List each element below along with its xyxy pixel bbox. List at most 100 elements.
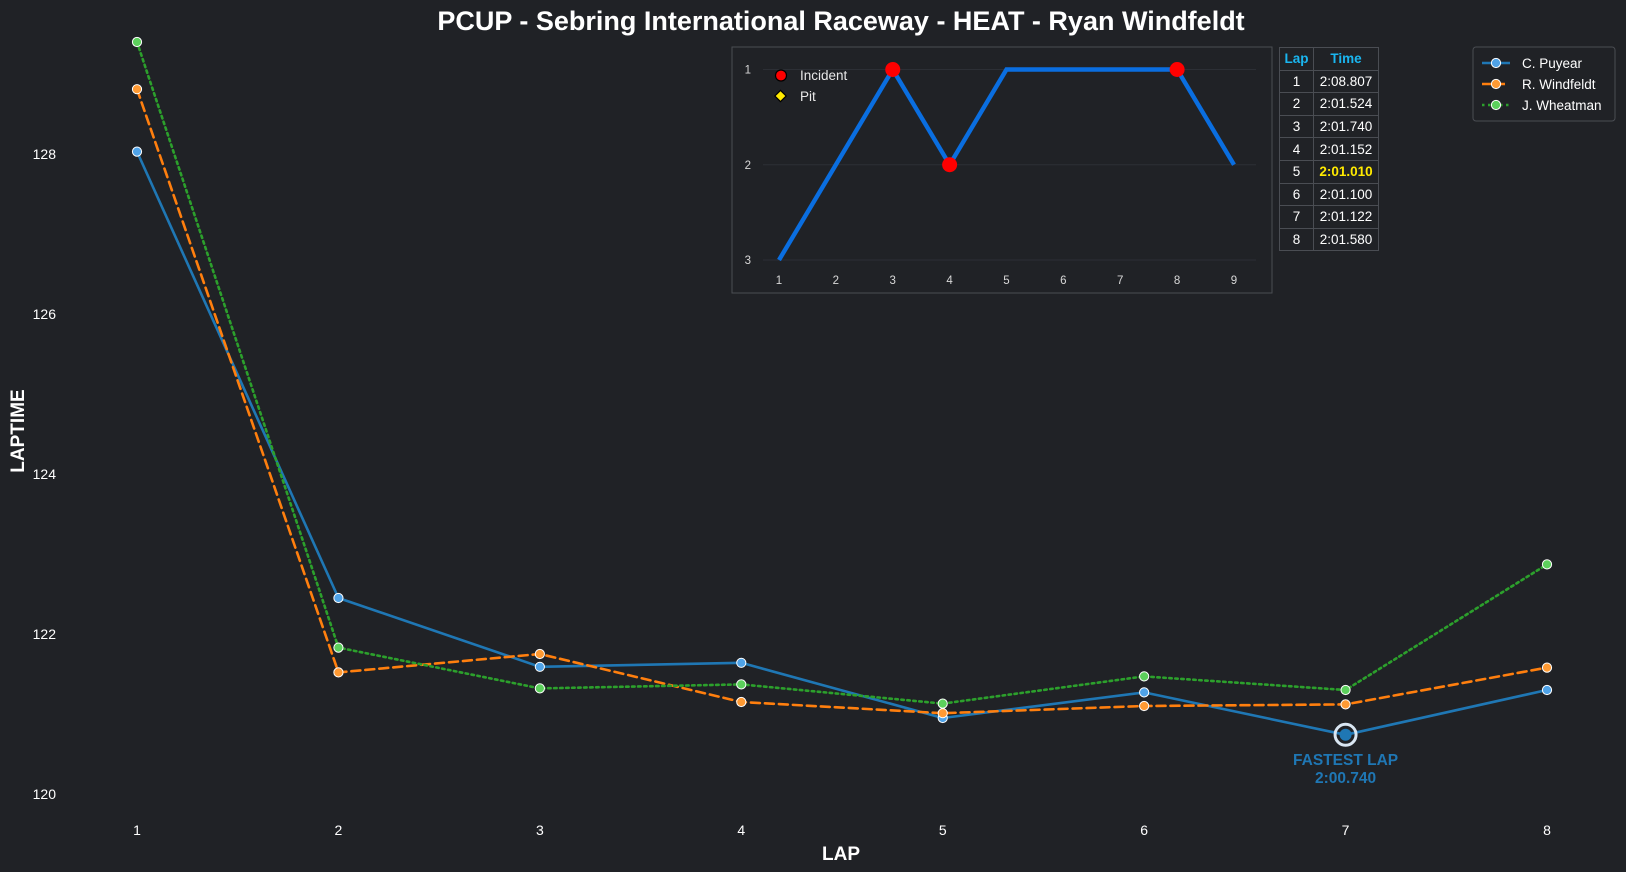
table-row: 8 2:01.580: [1279, 227, 1379, 252]
inset-y-tick-label: 2: [745, 160, 751, 172]
data-point: [736, 657, 747, 668]
legend-box: [1472, 46, 1616, 122]
legend-marker: [1490, 99, 1502, 111]
inset-panel: [731, 46, 1273, 294]
x-axis-label: LAP: [822, 844, 860, 865]
lap-column-header: Lap: [1279, 47, 1314, 71]
data-point: [1340, 699, 1351, 710]
data-point: [1541, 662, 1553, 673]
time-cell: 2:01.122: [1313, 205, 1379, 229]
inset-x-tick-label: 2: [833, 275, 839, 287]
time-cell: 2:01.740: [1313, 114, 1379, 139]
time-cell: 2:01.100: [1313, 182, 1379, 207]
incident-legend-icon: [774, 69, 788, 82]
table-row-best: 5 2:01.010: [1279, 159, 1379, 184]
y-tick-label: 128: [33, 146, 57, 162]
time-cell: 2:08.807: [1313, 69, 1379, 94]
lap-cell: 6: [1279, 182, 1314, 207]
incident-marker: [1169, 62, 1185, 77]
pit-legend-icon: [773, 89, 788, 103]
x-tick-label: 1: [133, 822, 141, 838]
data-point: [534, 648, 545, 660]
y-tick-label: 126: [33, 306, 57, 322]
lap-cell: 2: [1279, 92, 1314, 116]
x-tick-label: 7: [1342, 822, 1350, 838]
data-point: [937, 698, 948, 709]
inset-x-tick-label: 5: [1003, 275, 1009, 287]
data-point: [1139, 687, 1150, 698]
series-line-c-puyear: [135, 150, 1549, 737]
x-tick-label: 5: [939, 822, 947, 838]
inset-x-tick-label: 3: [890, 275, 896, 287]
series-line-r-windfeldt: [135, 87, 1549, 715]
table-row: 1 2:08.807: [1279, 69, 1379, 94]
lap-cell: 8: [1279, 227, 1314, 252]
inset-y-tick-label: 3: [745, 255, 751, 267]
data-point: [131, 146, 143, 157]
data-point: [131, 36, 143, 48]
fastest-lap-time: 2:00.740: [1315, 770, 1376, 787]
data-point: [1139, 700, 1150, 712]
lap-cell: 4: [1279, 137, 1314, 161]
series-line-j-wheatman: [135, 40, 1549, 705]
y-axis-label: LAPTIME: [8, 389, 29, 472]
table-row: 6 2:01.100: [1279, 182, 1379, 207]
lap-cell: 1: [1279, 69, 1314, 94]
data-point: [1139, 671, 1150, 682]
lap-cell: 5: [1279, 159, 1314, 184]
data-point: [1541, 559, 1553, 570]
fastest-lap-marker-dot: [1339, 728, 1352, 741]
table-row: 2 2:01.524: [1279, 92, 1379, 116]
lap-table-header-row: Lap Time: [1279, 47, 1379, 71]
inset-x-tick-label: 9: [1231, 275, 1237, 287]
table-row: 4 2:01.152: [1279, 137, 1379, 161]
data-point: [937, 708, 948, 719]
inset-x-tick-label: 1: [776, 275, 782, 287]
legend-marker: [1490, 57, 1502, 69]
inset-legend-incident: Incident: [800, 68, 848, 83]
lap-cell: 3: [1279, 114, 1314, 139]
fastest-lap-marker: [1333, 722, 1358, 747]
lap-cell: 7: [1279, 205, 1314, 229]
fastest-lap-label: FASTEST LAP: [1293, 752, 1398, 769]
table-row: 3 2:01.740: [1279, 114, 1379, 139]
data-point: [333, 642, 344, 653]
data-point: [131, 84, 143, 95]
data-point: [534, 683, 545, 694]
inset-x-tick-label: 8: [1174, 275, 1180, 287]
y-tick-label: 120: [33, 786, 57, 802]
legend-marker: [1490, 78, 1502, 90]
x-tick-label: 2: [335, 822, 343, 838]
data-point: [1340, 684, 1351, 696]
data-point: [736, 679, 747, 690]
chart-title: PCUP - Sebring International Raceway - H…: [437, 6, 1244, 36]
x-tick-label: 4: [737, 822, 745, 838]
incident-marker: [885, 62, 901, 77]
legend-entry-label: C. Puyear: [1522, 56, 1583, 71]
inset-legend-pit: Pit: [800, 89, 816, 104]
position-line: [777, 65, 1236, 262]
data-point: [333, 592, 344, 604]
legend-entry-label: J. Wheatman: [1522, 98, 1602, 113]
best-time-cell: 2:01.010: [1313, 159, 1379, 184]
inset-x-tick-label: 4: [946, 275, 953, 287]
inset-x-tick-label: 6: [1060, 275, 1066, 287]
data-point: [534, 661, 545, 672]
x-tick-label: 8: [1543, 822, 1551, 838]
time-cell: 2:01.580: [1313, 227, 1379, 252]
time-cell: 2:01.152: [1313, 137, 1379, 161]
lap-times-table: Lap Time 1 2:08.807 2 2:01.524 3 2:01.740 4…: [1279, 47, 1379, 252]
time-cell: 2:01.524: [1313, 92, 1379, 116]
y-tick-label: 122: [33, 626, 57, 642]
x-tick-label: 3: [536, 822, 544, 838]
inset-x-tick-label: 7: [1117, 275, 1123, 287]
data-point: [333, 667, 344, 678]
time-column-header: Time: [1313, 47, 1379, 71]
incident-marker: [942, 157, 958, 173]
legend-entry-label: R. Windfeldt: [1522, 77, 1596, 92]
y-tick-label: 124: [33, 466, 57, 482]
inset-y-tick-label: 1: [745, 65, 751, 77]
x-tick-label: 6: [1140, 822, 1148, 838]
